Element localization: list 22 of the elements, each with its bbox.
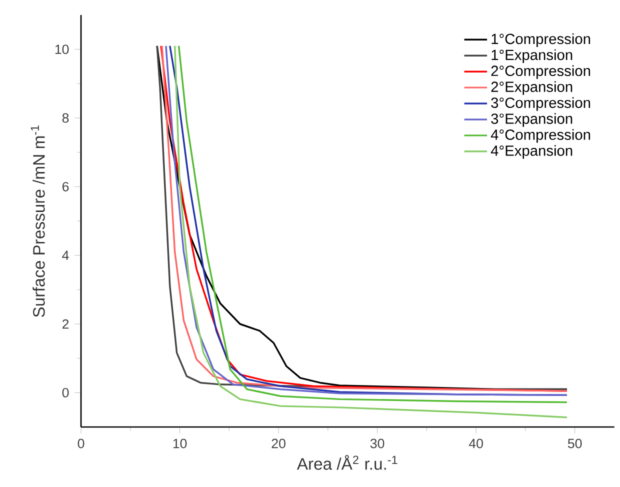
y-axis-title: Surface Pressure /mN m$^{-1}$ <box>30 125 45 317</box>
legend-label: 4°Expansion <box>490 145 572 159</box>
legend-label: 1°Compression <box>492 33 590 48</box>
x-tick-label: 40 <box>468 438 483 448</box>
x-tick-label: 20 <box>272 438 286 448</box>
legend-label: 1°Expansion <box>492 49 572 63</box>
y-tick-label: 4 <box>62 250 69 260</box>
x-axis-title: Area /Å$^{2}$ r.u.$^{-1}$ <box>296 455 398 470</box>
y-tick-label: 6 <box>62 182 69 192</box>
legend-label: 2°Compression <box>491 65 590 79</box>
y-tick-label: 10 <box>55 44 69 54</box>
y-tick-label: 0 <box>62 388 69 398</box>
y-tick-label: 2 <box>62 319 69 329</box>
x-tick-label: 30 <box>370 438 384 448</box>
legend-label: 3°Compression <box>491 97 590 111</box>
legend-label: 3°Expansion <box>491 113 572 127</box>
legend-label: 2°Expansion <box>491 81 572 95</box>
x-tick-label: 10 <box>173 438 187 448</box>
x-tick-label: 50 <box>568 438 582 448</box>
y-tick-label: 8 <box>62 113 69 123</box>
legend-label: 4°Compression <box>490 129 590 143</box>
x-tick-label: 0 <box>78 438 84 448</box>
